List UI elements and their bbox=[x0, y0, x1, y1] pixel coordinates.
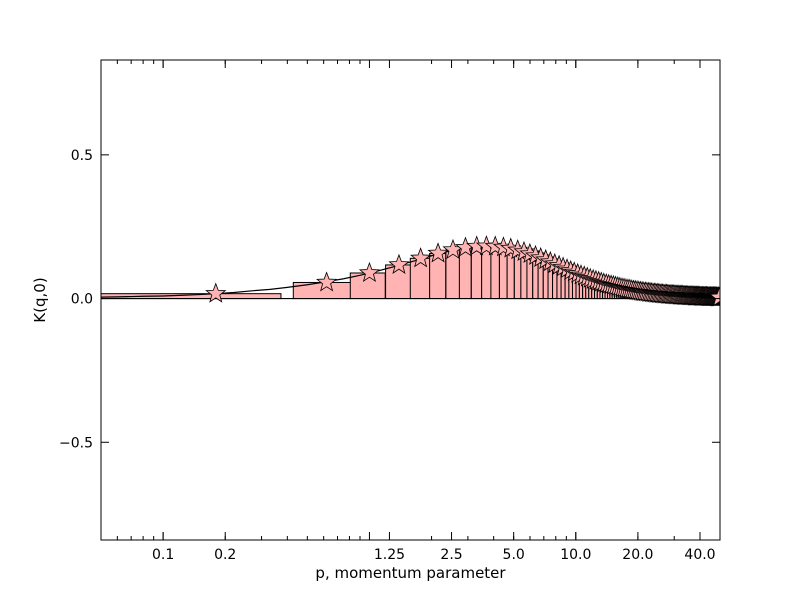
star-point bbox=[205, 282, 227, 303]
y-tick-label: −0.5 bbox=[59, 435, 93, 451]
ticks-group: 0.1 0.2 1.25 2.5 5.0 10.0 20.0 40.0 −0.5 0.0 0.5 bbox=[59, 60, 721, 563]
bar bbox=[458, 247, 472, 300]
x-tick-label: 0.2 bbox=[214, 547, 236, 563]
star-markers-group bbox=[205, 235, 720, 307]
star-point bbox=[410, 247, 432, 268]
y-tick-label: 0.5 bbox=[71, 148, 93, 164]
star-point bbox=[388, 253, 410, 274]
star-point bbox=[358, 261, 381, 282]
x-tick-label: 2.5 bbox=[440, 547, 462, 563]
x-tick-label: 20.0 bbox=[622, 547, 653, 563]
plot-frame bbox=[100, 59, 721, 541]
y-tick-label: 0.0 bbox=[71, 292, 93, 308]
x-tick-label: 10.0 bbox=[560, 547, 591, 563]
bar bbox=[409, 257, 431, 300]
x-tick-label: 1.25 bbox=[374, 547, 405, 563]
x-tick-label: 0.1 bbox=[152, 547, 174, 563]
bar bbox=[385, 264, 412, 300]
x-axis-label: p, momentum parameter bbox=[315, 564, 506, 582]
star-point bbox=[316, 271, 338, 292]
x-tick-label: 5.0 bbox=[503, 547, 525, 563]
x-tick-label: 40.0 bbox=[684, 547, 715, 563]
star-point bbox=[427, 242, 449, 263]
y-axis-label: K(q,0) bbox=[31, 277, 49, 322]
bar bbox=[101, 293, 282, 300]
